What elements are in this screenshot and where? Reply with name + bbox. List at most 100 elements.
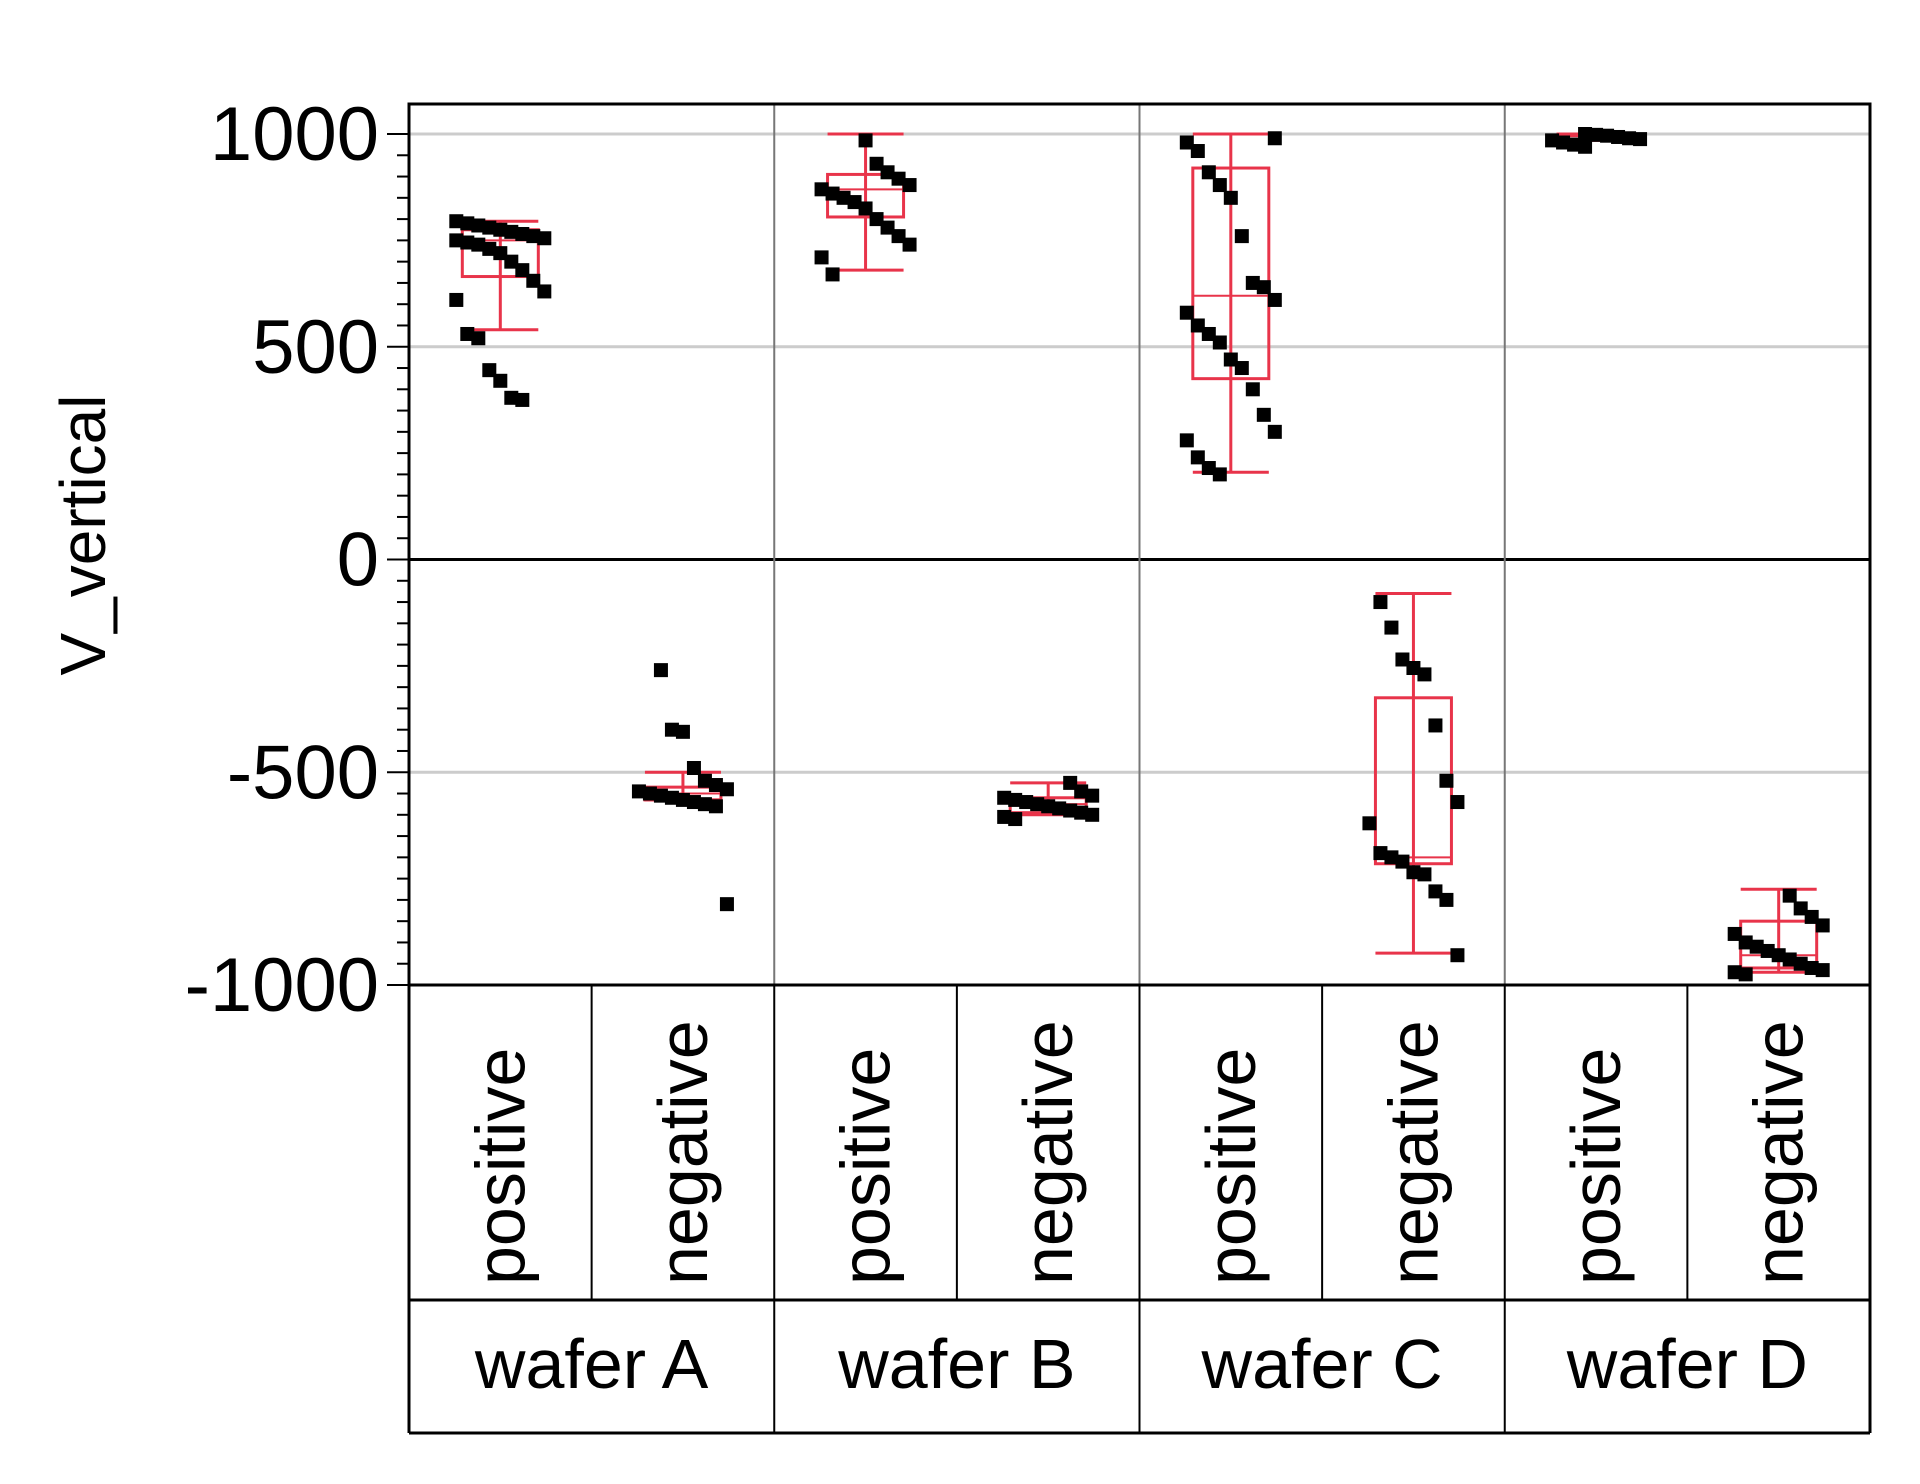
data-point bbox=[1727, 965, 1742, 980]
category-label: positive bbox=[827, 1048, 905, 1285]
data-point bbox=[1179, 433, 1194, 448]
data-point bbox=[449, 214, 464, 229]
y-tick-label: -500 bbox=[227, 730, 379, 815]
x-axis-labels: wafer A positive negative wafer B positive ne… bbox=[407, 985, 1872, 1435]
data-point bbox=[997, 790, 1012, 805]
data-point bbox=[504, 254, 519, 269]
data-point bbox=[1212, 467, 1227, 482]
grid-lines bbox=[409, 104, 1870, 987]
data-point bbox=[814, 250, 829, 265]
category-label: positive bbox=[1557, 1048, 1635, 1285]
data-point bbox=[1030, 797, 1045, 812]
data-point bbox=[1085, 807, 1100, 822]
data-point bbox=[515, 263, 530, 278]
data-point bbox=[642, 786, 657, 801]
data-point bbox=[1362, 816, 1377, 831]
data-point bbox=[526, 229, 541, 244]
data-point bbox=[858, 201, 873, 216]
data-point bbox=[482, 363, 497, 378]
data-point bbox=[902, 237, 917, 252]
data-point bbox=[515, 226, 530, 241]
category-label: negative bbox=[1374, 1020, 1452, 1285]
y-tick-label: 1000 bbox=[210, 92, 379, 177]
data-point bbox=[1085, 788, 1100, 803]
data-point bbox=[449, 292, 464, 307]
data-point bbox=[1052, 801, 1067, 816]
data-point bbox=[493, 246, 508, 261]
group-label: wafer A bbox=[474, 1325, 709, 1403]
data-point bbox=[1749, 939, 1764, 954]
data-point bbox=[1179, 305, 1194, 320]
data-point bbox=[686, 795, 701, 810]
data-point bbox=[537, 231, 552, 246]
data-point bbox=[1063, 803, 1078, 818]
data-point bbox=[1428, 884, 1443, 899]
data-point bbox=[1223, 352, 1238, 367]
data-point bbox=[847, 195, 862, 210]
data-points bbox=[449, 127, 1830, 982]
category-label: positive bbox=[461, 1048, 539, 1285]
data-point bbox=[1771, 948, 1786, 963]
data-point bbox=[836, 190, 851, 205]
data-point bbox=[460, 235, 475, 250]
y-axis-label: V_vertical bbox=[47, 395, 119, 676]
data-point bbox=[1611, 129, 1626, 144]
data-point bbox=[1190, 318, 1205, 333]
data-point bbox=[1406, 865, 1421, 880]
data-point bbox=[719, 897, 734, 912]
data-point bbox=[997, 809, 1012, 824]
data-point bbox=[1727, 926, 1742, 941]
data-point bbox=[1439, 892, 1454, 907]
data-point bbox=[1815, 963, 1830, 978]
data-point bbox=[686, 760, 701, 775]
data-point bbox=[1267, 131, 1282, 146]
data-point bbox=[1201, 461, 1216, 476]
data-point bbox=[1804, 960, 1819, 975]
data-point bbox=[1008, 812, 1023, 827]
data-point bbox=[1600, 128, 1615, 143]
data-point bbox=[1074, 784, 1089, 799]
data-point bbox=[471, 237, 486, 252]
data-point bbox=[1793, 901, 1808, 916]
data-point bbox=[1256, 280, 1271, 295]
data-point bbox=[482, 241, 497, 256]
data-point bbox=[1760, 943, 1775, 958]
group-label: wafer C bbox=[1201, 1325, 1443, 1403]
data-point bbox=[504, 390, 519, 405]
data-point bbox=[1556, 135, 1571, 150]
category-label: negative bbox=[1009, 1020, 1087, 1285]
data-point bbox=[675, 792, 690, 807]
data-point bbox=[1450, 948, 1465, 963]
box-iqr bbox=[1191, 166, 1271, 381]
data-point bbox=[1782, 952, 1797, 967]
data-point bbox=[1201, 326, 1216, 341]
data-point bbox=[902, 178, 917, 193]
data-point bbox=[471, 218, 486, 233]
data-point bbox=[880, 220, 895, 235]
data-point bbox=[1041, 799, 1056, 814]
data-point bbox=[1190, 144, 1205, 159]
data-point bbox=[1373, 595, 1388, 610]
y-axis-ticks: 1000 500 0 -500 -1000 bbox=[185, 92, 409, 1028]
data-point bbox=[1567, 137, 1582, 152]
data-point bbox=[504, 224, 519, 239]
data-point bbox=[471, 331, 486, 346]
data-point bbox=[880, 165, 895, 180]
data-point bbox=[869, 212, 884, 227]
data-point bbox=[1815, 918, 1830, 933]
data-point bbox=[537, 284, 552, 299]
data-point bbox=[493, 222, 508, 237]
data-point bbox=[1234, 229, 1249, 244]
data-point bbox=[1793, 956, 1808, 971]
data-point bbox=[1428, 718, 1443, 733]
data-point bbox=[1384, 850, 1399, 865]
data-point bbox=[1190, 450, 1205, 465]
data-point bbox=[664, 790, 679, 805]
data-point bbox=[449, 233, 464, 248]
data-point bbox=[1578, 139, 1593, 154]
data-point bbox=[1245, 275, 1260, 290]
data-point bbox=[1212, 335, 1227, 350]
data-point bbox=[697, 797, 712, 812]
y-tick-label: 0 bbox=[337, 518, 379, 603]
data-point bbox=[1439, 773, 1454, 788]
